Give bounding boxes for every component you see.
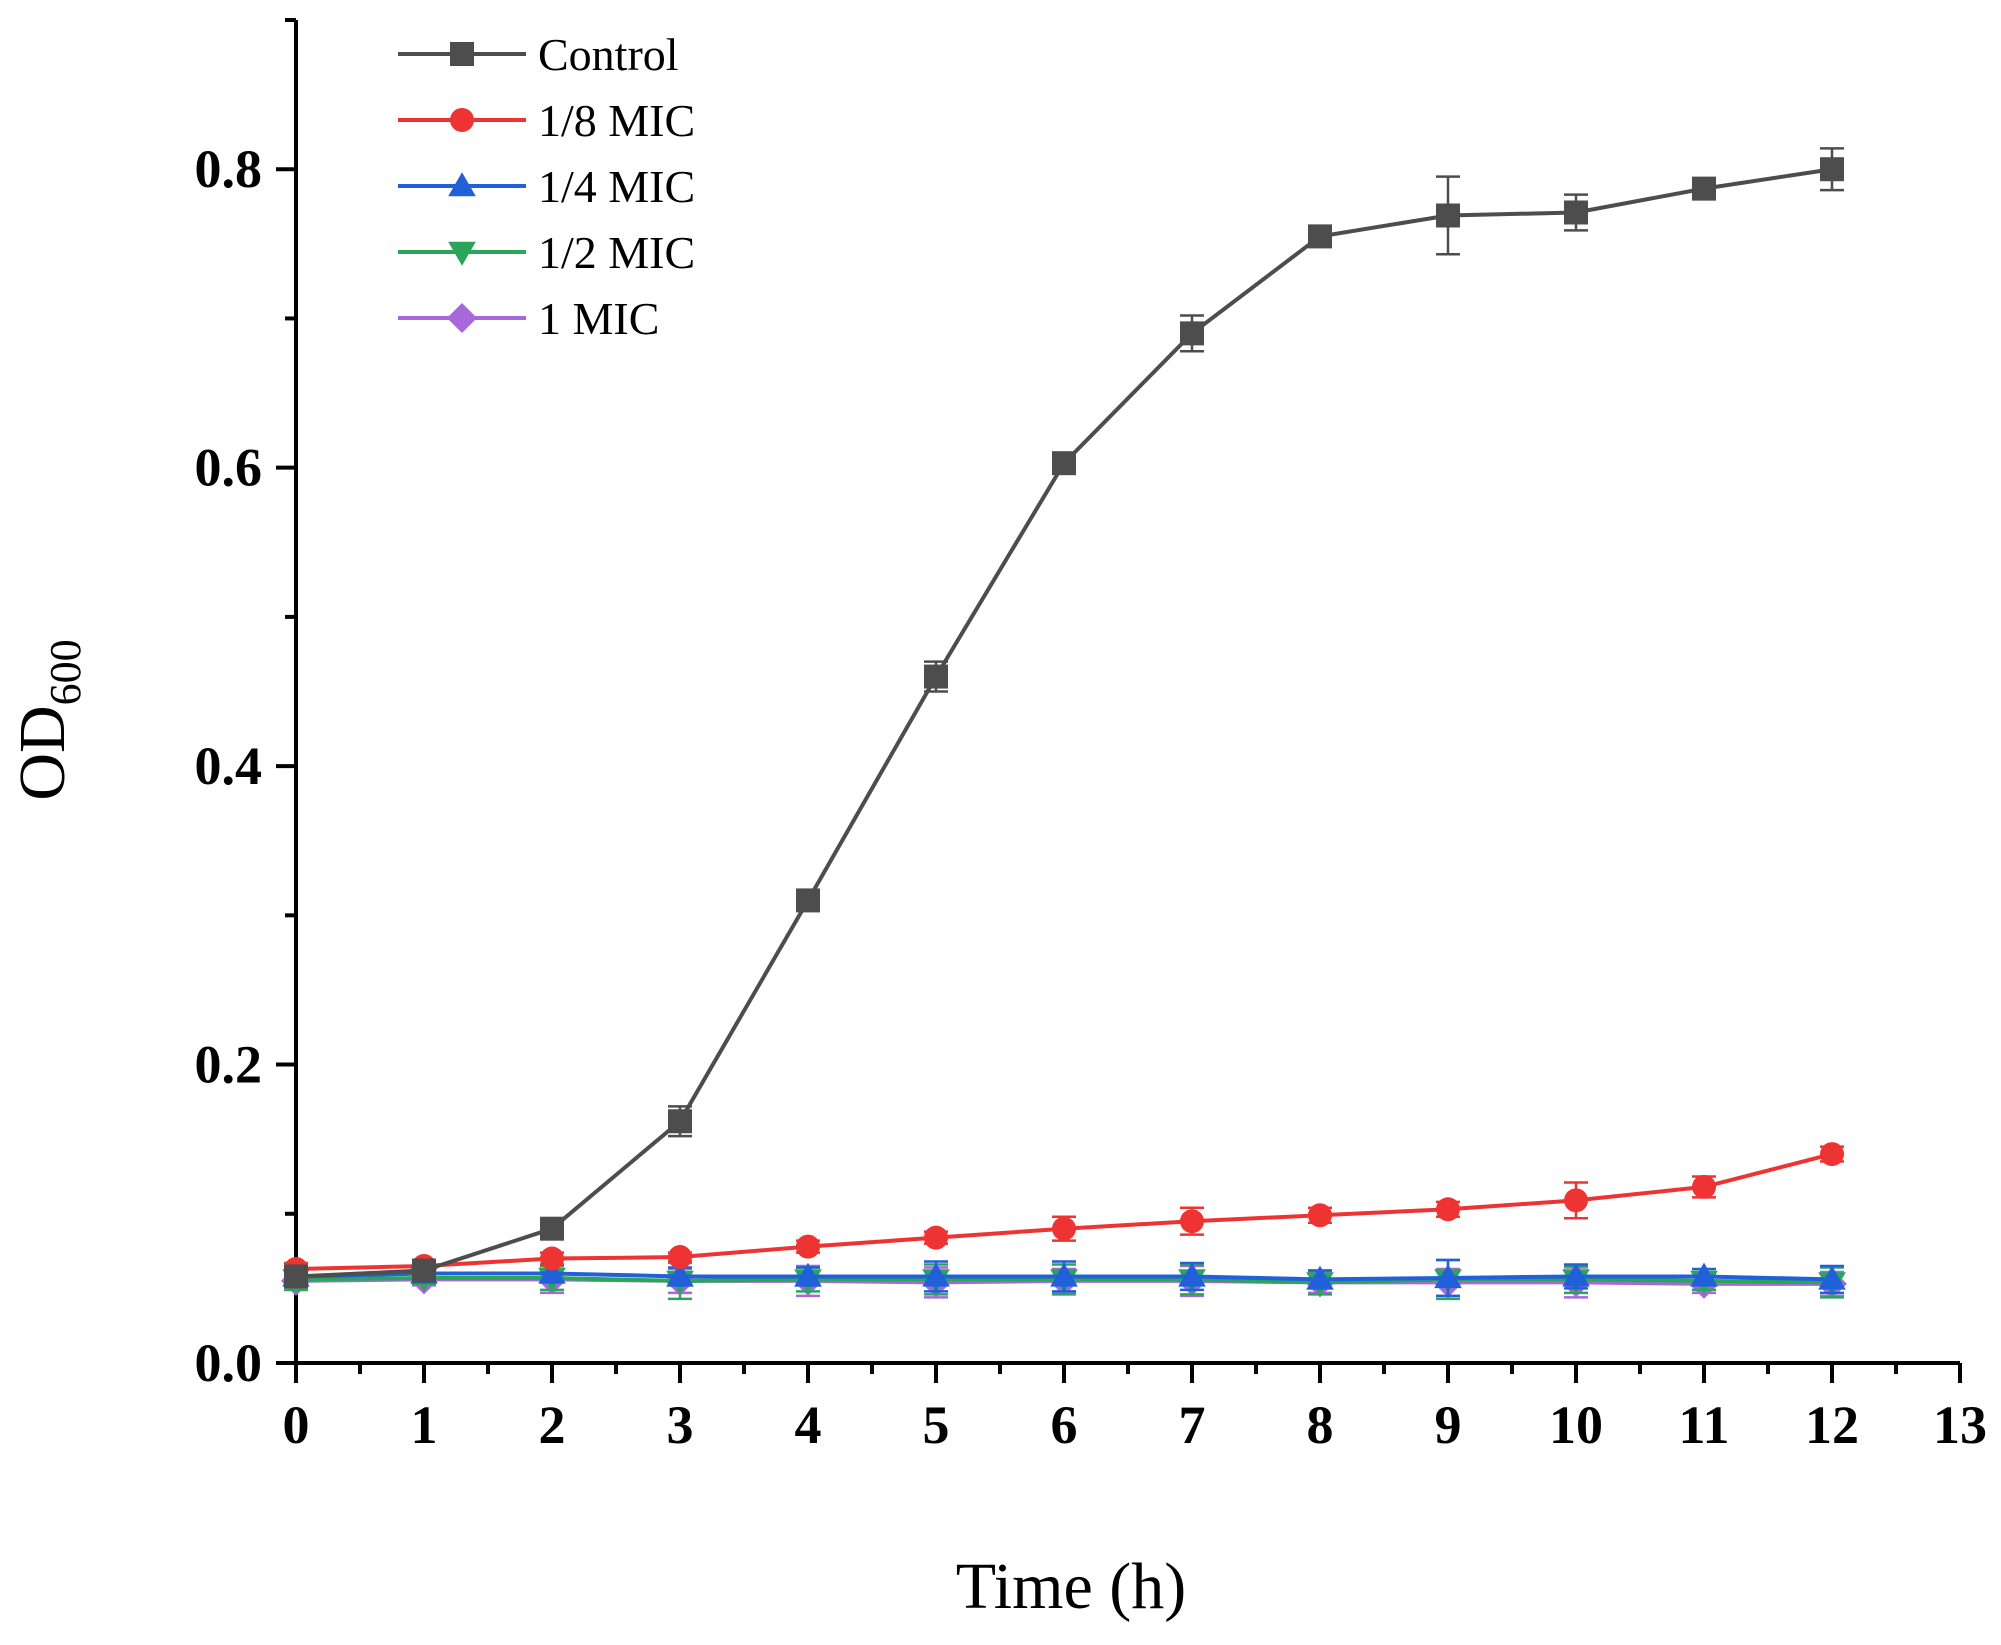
legend-item: 1/2 MIC: [398, 227, 695, 278]
data-point: [1308, 1203, 1332, 1228]
x-tick-label: 6: [1051, 1395, 1078, 1455]
legend-swatch-marker: [447, 303, 477, 333]
data-point: [922, 1262, 950, 1287]
y-tick-label: 0.0: [195, 1333, 263, 1393]
data-point: [1306, 1265, 1334, 1290]
legend-swatch-marker: [448, 172, 476, 197]
data-point: [1562, 1262, 1590, 1287]
legend-label: 1/8 MIC: [538, 95, 695, 146]
legend-item: 1/8 MIC: [398, 95, 695, 146]
data-point: [1434, 1264, 1462, 1289]
legend: Control 1/8 MIC 1/4 MIC 1/2 MIC 1 MIC: [398, 29, 695, 344]
x-tick-label: 2: [539, 1395, 566, 1455]
data-point: [668, 1245, 692, 1270]
axes: 0 1 2 3 4 5 6 7 8 9 10 11 12 130.00.20.40.60.8: [195, 18, 1987, 1455]
data-point: [1436, 203, 1460, 228]
x-tick-label: 7: [1179, 1395, 1206, 1455]
data-point: [412, 1258, 436, 1283]
data-point: [1692, 176, 1716, 201]
legend-label: 1/2 MIC: [538, 227, 695, 278]
y-tick-label: 0.8: [195, 139, 263, 199]
data-point: [540, 1216, 564, 1241]
data-point: [1308, 224, 1332, 249]
data-point: [538, 1259, 566, 1284]
y-tick-label: 0.4: [195, 736, 263, 796]
data-point: [284, 1264, 308, 1289]
legend-swatch-marker: [450, 108, 474, 132]
data-point: [1564, 1188, 1588, 1213]
y-tick-label: 0.6: [195, 438, 263, 498]
x-tick-label: 0: [283, 1395, 310, 1455]
x-tick-label: 10: [1549, 1395, 1603, 1455]
data-point: [540, 1246, 564, 1271]
x-tick-label: 5: [923, 1395, 950, 1455]
legend-label: 1/4 MIC: [538, 161, 695, 212]
y-tick-label: 0.2: [195, 1035, 263, 1095]
data-point: [924, 1225, 948, 1250]
data-point: [924, 664, 948, 689]
legend-swatch-marker: [450, 42, 474, 66]
y-axis-title-subscript: 600: [41, 639, 90, 705]
legend-item: Control: [398, 29, 679, 80]
series-line: [295, 167, 1833, 1279]
legend-swatch-marker: [448, 241, 476, 266]
data-point: [1178, 1262, 1206, 1287]
x-tick-label: 9: [1435, 1395, 1462, 1455]
y-axis-title: OD600: [6, 639, 90, 800]
series-1-4-mic: [282, 1258, 1846, 1298]
x-tick-label: 4: [795, 1395, 822, 1455]
legend-item: 1/4 MIC: [398, 161, 695, 212]
data-point: [1820, 1142, 1844, 1167]
data-point: [796, 888, 820, 913]
data-point: [1050, 1262, 1078, 1287]
data-point: [794, 1262, 822, 1287]
x-tick-label: 3: [667, 1395, 694, 1455]
series-layer: [281, 147, 1847, 1301]
data-point: [668, 1109, 692, 1134]
legend-label: 1 MIC: [538, 293, 659, 344]
x-tick-label: 13: [1933, 1395, 1987, 1455]
data-point: [1180, 1209, 1204, 1234]
data-point: [1052, 1216, 1076, 1241]
x-axis-title: Time (h): [956, 1550, 1186, 1623]
data-point: [1692, 1174, 1716, 1199]
data-point: [1818, 1265, 1846, 1290]
data-point: [796, 1234, 820, 1259]
legend-label: Control: [538, 29, 679, 80]
data-point: [1436, 1197, 1460, 1222]
y-axis-title-main: OD: [6, 705, 79, 800]
data-point: [1052, 451, 1076, 476]
series-1-8-mic: [284, 1142, 1844, 1281]
data-point: [666, 1262, 694, 1287]
x-tick-label: 8: [1307, 1395, 1334, 1455]
x-tick-label: 11: [1678, 1395, 1729, 1455]
data-point: [1180, 321, 1204, 346]
x-tick-label: 1: [411, 1395, 438, 1455]
legend-item: 1 MIC: [398, 293, 659, 344]
data-point: [1564, 200, 1588, 225]
data-point: [1690, 1262, 1718, 1287]
x-tick-label: 12: [1805, 1395, 1859, 1455]
data-point: [1820, 157, 1844, 182]
series-control: [284, 147, 1844, 1289]
series-line: [295, 1152, 1833, 1271]
